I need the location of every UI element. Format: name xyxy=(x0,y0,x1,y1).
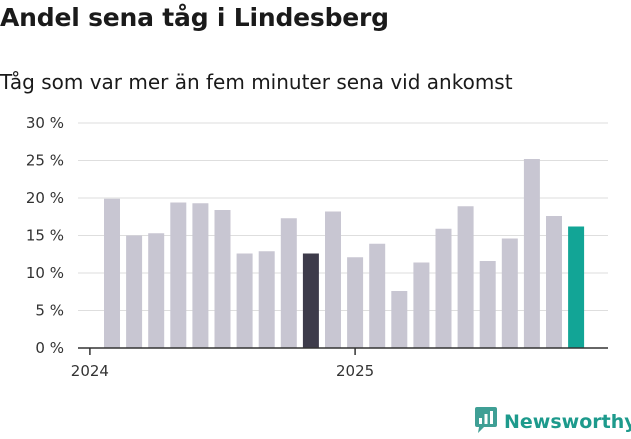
newsworthy-logo-icon xyxy=(474,405,498,439)
bar xyxy=(258,251,275,348)
axes: 0 % 5 % 10 % 15 % 20 % 25 % 30 % 2024 2025 xyxy=(26,114,608,380)
newsworthy-logo-text: Newsworthy xyxy=(504,411,631,433)
bar xyxy=(325,211,341,348)
bar-chart: 0 % 5 % 10 % 15 % 20 % 25 % 30 % 2024 2025 xyxy=(26,114,608,380)
y-tick-label: 15 % xyxy=(26,227,64,245)
bar xyxy=(457,206,474,348)
bar xyxy=(192,203,209,348)
bar xyxy=(126,235,143,348)
bar xyxy=(148,233,165,348)
x-tick-label: 2025 xyxy=(336,362,374,380)
bar xyxy=(413,262,430,348)
bar xyxy=(435,228,452,348)
y-tick-label: 5 % xyxy=(35,302,64,320)
bar xyxy=(479,261,496,348)
newsworthy-logo: Newsworthy xyxy=(474,406,631,438)
chart-subtitle: Tåg som var mer än fem minuter sena vid … xyxy=(0,70,513,94)
bar xyxy=(523,159,540,348)
bar xyxy=(501,238,518,348)
bar xyxy=(568,226,585,348)
bar xyxy=(214,210,231,348)
bar xyxy=(302,253,319,348)
bar xyxy=(546,216,562,348)
bar xyxy=(347,257,364,348)
chart-title: Andel sena tåg i Lindesberg xyxy=(0,3,389,32)
y-tick-label: 0 % xyxy=(35,339,64,357)
bar xyxy=(104,198,120,348)
y-tick-label: 30 % xyxy=(26,114,64,132)
bar xyxy=(280,218,297,348)
bar xyxy=(369,243,386,348)
x-tick-label: 2024 xyxy=(71,362,109,380)
bars xyxy=(104,159,585,348)
bar xyxy=(170,202,187,348)
bar xyxy=(236,253,253,348)
y-tick-label: 10 % xyxy=(26,264,64,282)
y-tick-label: 20 % xyxy=(26,189,64,207)
gridlines xyxy=(78,122,608,311)
bar xyxy=(391,291,408,348)
y-tick-label: 25 % xyxy=(26,152,64,170)
